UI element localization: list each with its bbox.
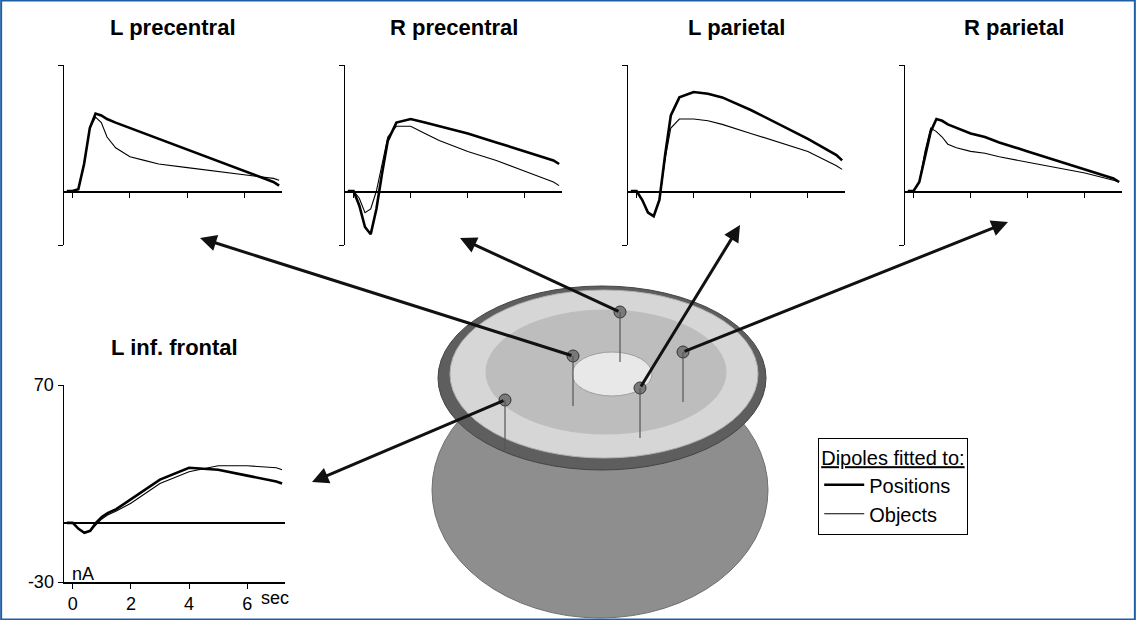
svg-text:2: 2 [126, 594, 136, 614]
svg-text:L precentral: L precentral [110, 15, 236, 40]
svg-text:Objects: Objects [869, 504, 937, 526]
svg-text:sec: sec [261, 588, 289, 608]
svg-text:Dipoles fitted to:: Dipoles fitted to: [821, 447, 964, 469]
svg-text:L inf. frontal: L inf. frontal [111, 335, 238, 360]
svg-text:70: 70 [34, 375, 54, 395]
svg-text:-30: -30 [28, 572, 54, 592]
svg-text:6: 6 [242, 594, 252, 614]
svg-text:Positions: Positions [869, 475, 950, 497]
svg-text:R precentral: R precentral [390, 15, 518, 40]
svg-text:R parietal: R parietal [964, 15, 1064, 40]
svg-text:L parietal: L parietal [688, 15, 785, 40]
svg-text:4: 4 [184, 594, 194, 614]
svg-text:0: 0 [68, 594, 78, 614]
svg-text:nA: nA [72, 564, 94, 584]
